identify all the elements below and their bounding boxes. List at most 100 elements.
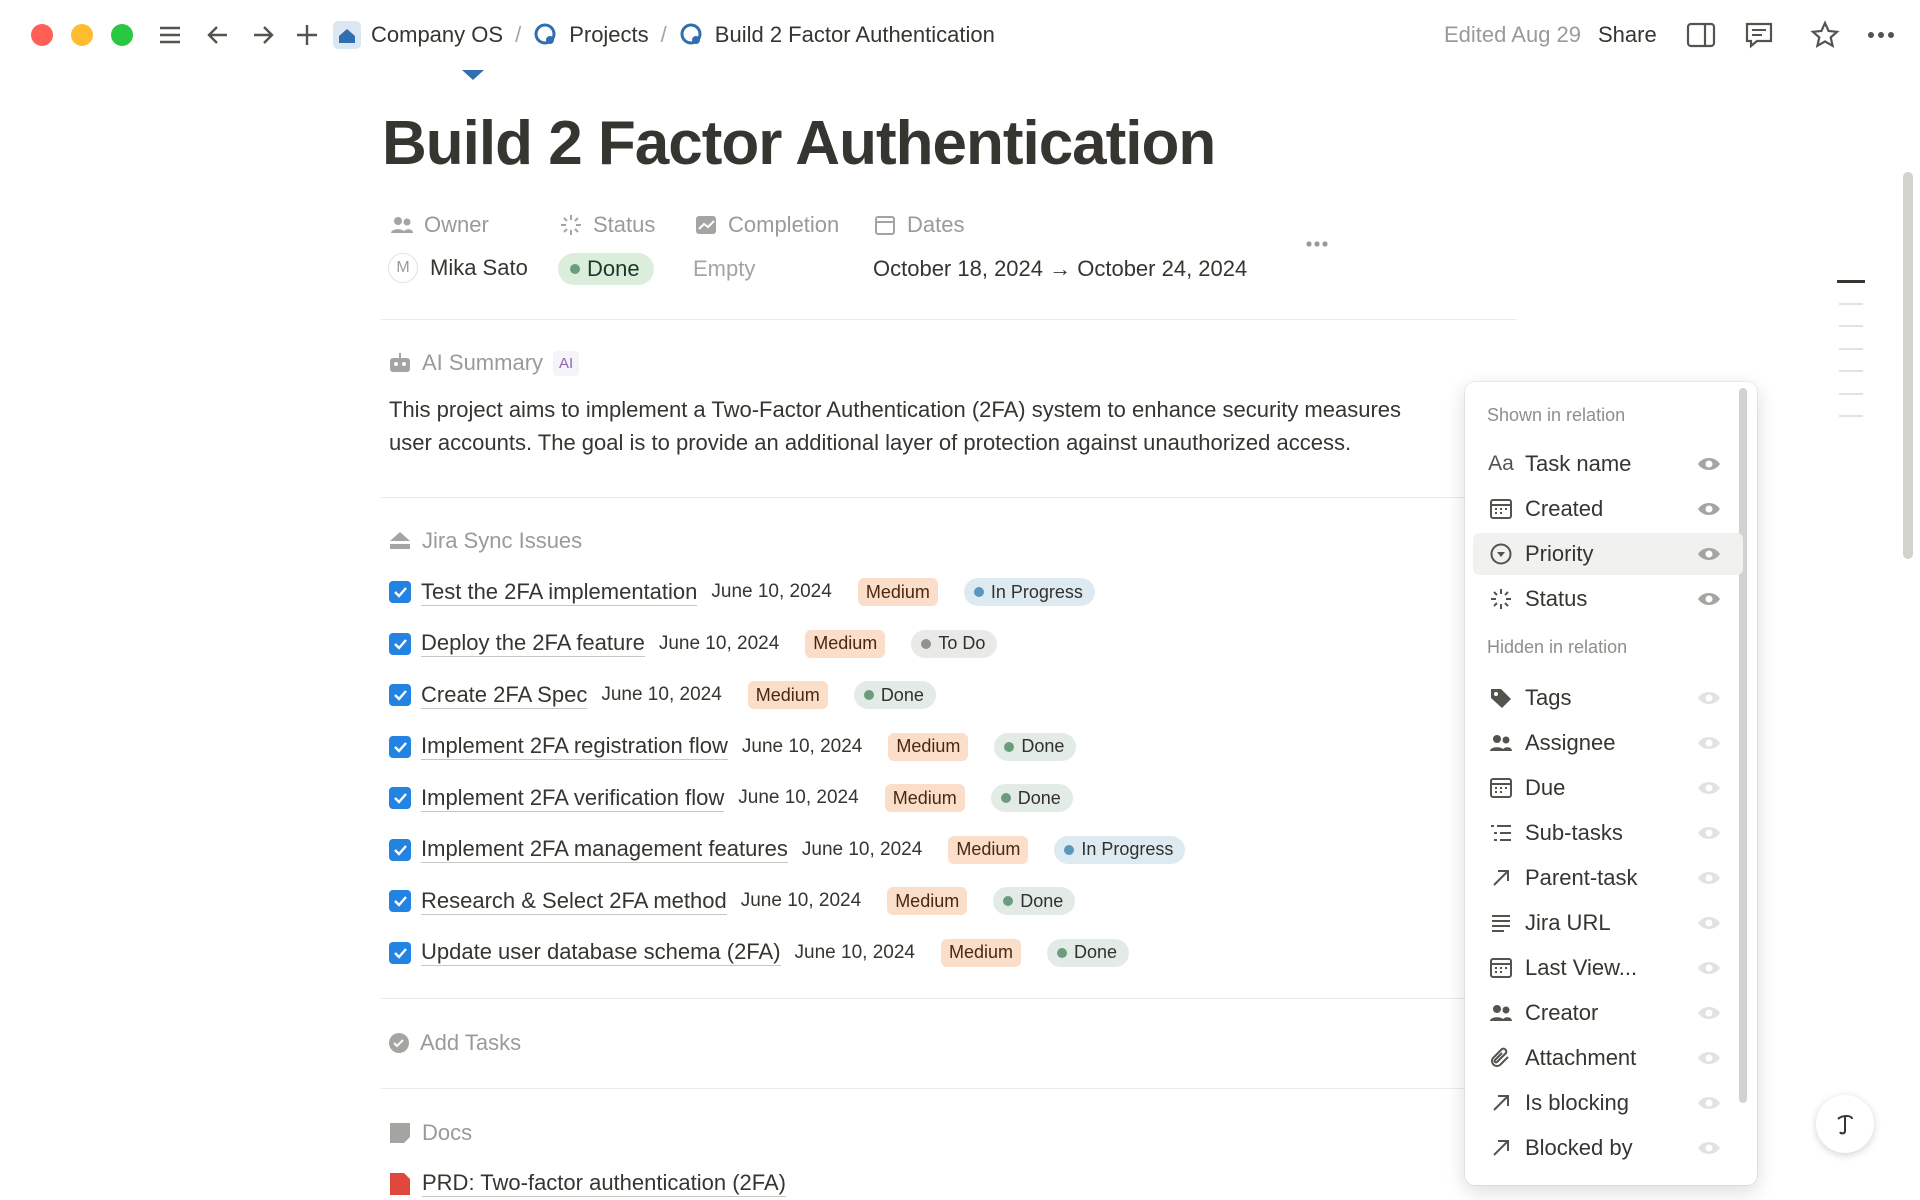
menu-item[interactable]: Due	[1473, 767, 1743, 809]
visibility-toggle[interactable]	[1697, 1139, 1721, 1157]
visibility-toggle[interactable]	[1697, 590, 1721, 608]
window-control[interactable]	[30, 23, 54, 47]
menu-item-label: Task name	[1525, 451, 1632, 476]
visibility-toggle[interactable]	[1697, 734, 1721, 752]
docs-header: Docs	[388, 1120, 472, 1146]
visibility-toggle[interactable]	[1697, 1049, 1721, 1067]
visibility-toggle[interactable]	[1697, 545, 1721, 563]
visibility-toggle[interactable]	[1697, 1094, 1721, 1112]
menu-item[interactable]: Blocked by	[1473, 1127, 1743, 1169]
task-name[interactable]: Implement 2FA verification flow	[421, 784, 725, 812]
visibility-toggle[interactable]	[1697, 500, 1721, 518]
menu-item[interactable]: Last View...	[1473, 947, 1743, 989]
task-checkbox[interactable]	[389, 890, 411, 912]
task-date: June 10, 2024	[658, 632, 780, 654]
property-name: Status	[593, 212, 656, 237]
status-text: In Progress	[990, 581, 1083, 602]
status-dot	[863, 690, 874, 700]
priority-tag: Medium	[857, 578, 938, 606]
menu-item-label: Priority	[1525, 541, 1594, 566]
task-checkbox[interactable]	[389, 838, 411, 861]
task-checkbox[interactable]	[389, 684, 411, 706]
task-name[interactable]: Deploy the 2FA feature	[421, 630, 645, 657]
favorite-button[interactable]	[1810, 20, 1840, 50]
status-tag: Done	[1047, 938, 1130, 967]
comments-button[interactable]	[1744, 20, 1774, 50]
menu-item-glyph	[1491, 1047, 1509, 1067]
visibility-toggle[interactable]	[1697, 914, 1721, 932]
menu-item[interactable]: Aa Task name	[1473, 443, 1743, 485]
new-page-button[interactable]	[294, 22, 320, 48]
menu-item[interactable]: Attachment	[1473, 1037, 1743, 1079]
breadcrumb-icon	[680, 23, 702, 45]
task-name[interactable]: Research & Select 2FA method	[421, 887, 727, 915]
menu-item-label: Status	[1525, 586, 1588, 611]
status-text: Done	[587, 256, 640, 281]
jira-icon	[390, 532, 410, 549]
properties-more[interactable]	[1305, 238, 1329, 250]
property-label: Completion	[694, 212, 839, 238]
breadcrumb[interactable]: Projects	[569, 22, 649, 47]
forward-button[interactable]	[250, 22, 276, 48]
visibility-toggle[interactable]	[1697, 455, 1721, 473]
side-peek-button[interactable]	[1686, 20, 1716, 50]
task-date: June 10, 2024	[801, 838, 923, 860]
task-checkbox[interactable]	[389, 632, 411, 655]
share-button[interactable]: Share	[1598, 22, 1657, 47]
task-checkbox[interactable]	[389, 941, 411, 964]
task-row: Update user database schema (2FA) June 10…	[389, 935, 1130, 971]
menu-item-icon	[1487, 1046, 1515, 1070]
avatar: M	[388, 253, 418, 283]
sidebar-menu-button[interactable]	[157, 22, 183, 48]
menu-item[interactable]: Status	[1473, 578, 1743, 620]
window-control[interactable]	[110, 23, 134, 47]
menu-item-icon	[1487, 587, 1515, 611]
visibility-toggle[interactable]	[1697, 824, 1721, 842]
menu-item[interactable]: Tags	[1473, 677, 1743, 719]
task-name[interactable]: Update user database schema (2FA)	[421, 939, 781, 966]
visibility-toggle[interactable]	[1697, 869, 1721, 887]
task-name[interactable]: Create 2FA Spec	[421, 681, 588, 709]
menu-item[interactable]: Jira URL	[1473, 902, 1743, 944]
menu-item[interactable]: Priority	[1473, 533, 1743, 575]
doc-item[interactable]: PRD: Two-factor authentication (2FA)	[388, 1170, 786, 1197]
visibility-toggle[interactable]	[1697, 779, 1721, 797]
task-name[interactable]: Test the 2FA implementation	[421, 578, 698, 606]
task-checkbox[interactable]	[389, 735, 411, 758]
menu-item[interactable]: Creator	[1473, 992, 1743, 1034]
visibility-toggle[interactable]	[1697, 1004, 1721, 1022]
visibility-toggle[interactable]	[1697, 689, 1721, 707]
task-row: Research & Select 2FA method June 10, 202…	[389, 883, 1076, 919]
menu-item[interactable]: Sub-tasks	[1473, 812, 1743, 854]
back-button[interactable]	[205, 22, 231, 48]
menu-item[interactable]: Created	[1473, 488, 1743, 530]
breadcrumb-separator: /	[660, 22, 667, 47]
visibility-toggle[interactable]	[1697, 959, 1721, 977]
menu-item[interactable]: Assignee	[1473, 722, 1743, 764]
more-button[interactable]	[1866, 20, 1896, 50]
help-button[interactable]	[1816, 1095, 1874, 1153]
menu-item-glyph: Aa	[1488, 452, 1514, 475]
outline-marker	[1839, 325, 1863, 328]
task-checkbox[interactable]	[389, 787, 411, 809]
ai-icon	[390, 353, 410, 372]
priority-tag: Medium	[948, 835, 1029, 864]
menu-item-glyph	[1490, 735, 1512, 751]
ai-summary-text: user accounts. The goal is to provide an…	[389, 430, 1352, 455]
menu-item[interactable]: Is blocking	[1473, 1082, 1743, 1124]
task-row: Deploy the 2FA feature June 10, 2024 Mediu…	[389, 626, 998, 662]
task-name[interactable]: Implement 2FA management features	[421, 836, 788, 863]
window-control[interactable]	[70, 23, 94, 47]
breadcrumb[interactable]: Build 2 Factor Authentication	[714, 22, 995, 47]
property-icon	[391, 217, 413, 233]
menu-item[interactable]: Parent-task	[1473, 857, 1743, 899]
check-mark	[394, 793, 407, 804]
task-name[interactable]: Implement 2FA registration flow	[421, 733, 728, 760]
task-checkbox[interactable]	[389, 581, 411, 603]
breadcrumb[interactable]: Company OS	[371, 22, 504, 47]
add-tasks[interactable]: Add Tasks	[388, 1030, 521, 1056]
divider	[381, 998, 1517, 999]
task-row: Implement 2FA verification flow June 10, …	[389, 780, 1073, 816]
status-dot	[1000, 793, 1011, 803]
completion-value: Empty	[693, 256, 756, 281]
